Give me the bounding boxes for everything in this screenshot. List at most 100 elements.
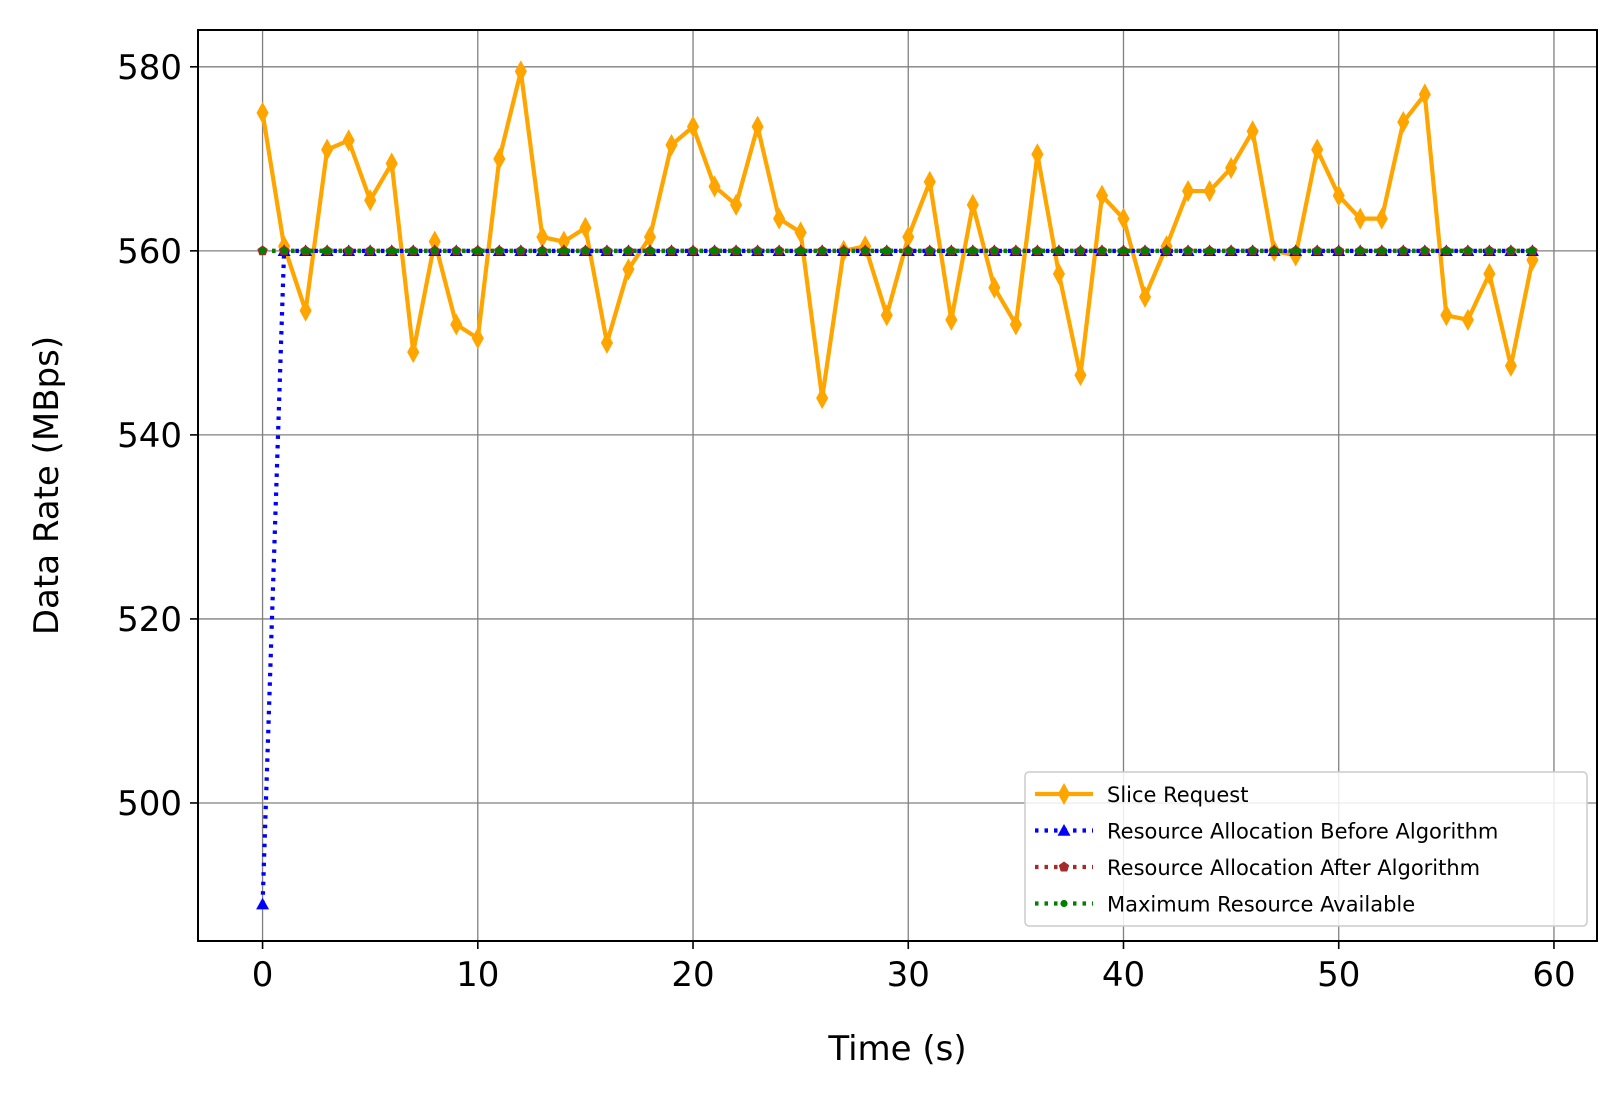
data-point (409, 247, 417, 255)
data-point (861, 247, 869, 255)
data-point (816, 387, 829, 410)
series-maximum-resource-available (258, 247, 1537, 255)
data-point (990, 247, 998, 255)
data-point (732, 247, 740, 255)
legend-box (1024, 771, 1588, 927)
legend-label: Resource Allocation After Algorithm (1107, 856, 1480, 880)
data-point (1313, 247, 1321, 255)
data-point (1074, 364, 1087, 387)
data-point (689, 247, 697, 255)
x-axis-label: Time (s) (827, 1029, 966, 1069)
data-point (1227, 247, 1235, 255)
data-point (1442, 247, 1450, 255)
data-point (323, 247, 331, 255)
data-point (1181, 179, 1195, 203)
data-point (883, 247, 891, 255)
data-point (560, 247, 568, 255)
data-point (840, 247, 848, 255)
data-point (1528, 247, 1537, 255)
data-point (1399, 247, 1407, 255)
data-point (321, 138, 334, 161)
data-point (730, 193, 743, 216)
x-tick-label: 50 (1317, 955, 1360, 995)
plot-frame (197, 29, 1598, 942)
series-layer (256, 60, 1539, 910)
x-tick-label: 10 (456, 955, 499, 995)
data-point (797, 247, 805, 255)
data-point (926, 247, 934, 255)
data-point (364, 189, 377, 212)
data-point (256, 897, 270, 910)
data-point (1098, 247, 1106, 255)
legend-marker (1060, 899, 1068, 908)
legend-entry: Resource Allocation After Algorithm (1035, 856, 1480, 880)
data-point (1270, 247, 1278, 255)
data-point (1095, 184, 1109, 207)
data-point (880, 304, 893, 327)
legend-entry: Resource Allocation Before Algorithm (1035, 820, 1498, 844)
data-point (710, 247, 719, 255)
data-point (667, 247, 676, 255)
legend-label: Slice Request (1107, 783, 1248, 807)
data-point (345, 247, 353, 255)
data-point (1138, 285, 1152, 308)
legend-marker (1057, 824, 1071, 836)
data-point (966, 193, 979, 216)
legend-marker (1057, 782, 1071, 806)
legend: Slice Request Resource Allocation Before … (1024, 771, 1588, 927)
y-tick-label: 580 (117, 48, 182, 88)
data-point (495, 247, 503, 255)
data-point (471, 327, 484, 350)
data-point (945, 308, 958, 331)
legend-label: Maximum Resource Available (1107, 893, 1415, 917)
data-point (431, 247, 439, 255)
data-point (1009, 313, 1022, 336)
data-point (450, 313, 463, 336)
data-point (517, 247, 525, 255)
data-point (622, 258, 635, 281)
y-tick-label: 500 (117, 784, 182, 824)
data-point (388, 247, 396, 255)
data-point (646, 247, 654, 255)
data-point (1461, 308, 1474, 331)
data-point (923, 170, 936, 193)
data-point (1225, 156, 1238, 180)
data-point (600, 331, 614, 354)
data-point (366, 247, 374, 255)
data-point (258, 247, 267, 255)
data-point (493, 147, 506, 170)
data-point (988, 276, 1001, 299)
data-point (1055, 247, 1063, 255)
series-line (260, 69, 1535, 401)
x-tick-label: 40 (1102, 955, 1145, 995)
data-point (1507, 247, 1515, 255)
data-point (452, 247, 460, 255)
data-point (385, 152, 398, 175)
data-point (947, 247, 955, 255)
y-axis-label: Data Rate (MBps) (27, 336, 67, 635)
data-point (302, 247, 310, 255)
data-point (751, 115, 764, 138)
data-point (1504, 354, 1517, 377)
data-point (665, 133, 678, 157)
data-point (1246, 120, 1259, 143)
axis-ticks: 0 10 20 30 40 50 60 500 520 540 560 580 (117, 48, 1575, 995)
data-point (773, 207, 786, 230)
data-point (1464, 247, 1472, 255)
data-point (538, 247, 546, 255)
data-point (1052, 262, 1065, 285)
data-point (1418, 83, 1431, 106)
series-slice-request (256, 60, 1539, 410)
data-point (1184, 247, 1192, 255)
data-point (299, 299, 312, 322)
data-point (581, 247, 590, 255)
data-point (1141, 247, 1149, 255)
data-point (818, 247, 826, 255)
data-point (1354, 207, 1367, 230)
data-point (536, 226, 549, 249)
data-point (1292, 247, 1300, 255)
data-point (1076, 247, 1085, 255)
data-point (603, 247, 611, 255)
data-point (1203, 179, 1216, 203)
data-point (1311, 138, 1324, 161)
